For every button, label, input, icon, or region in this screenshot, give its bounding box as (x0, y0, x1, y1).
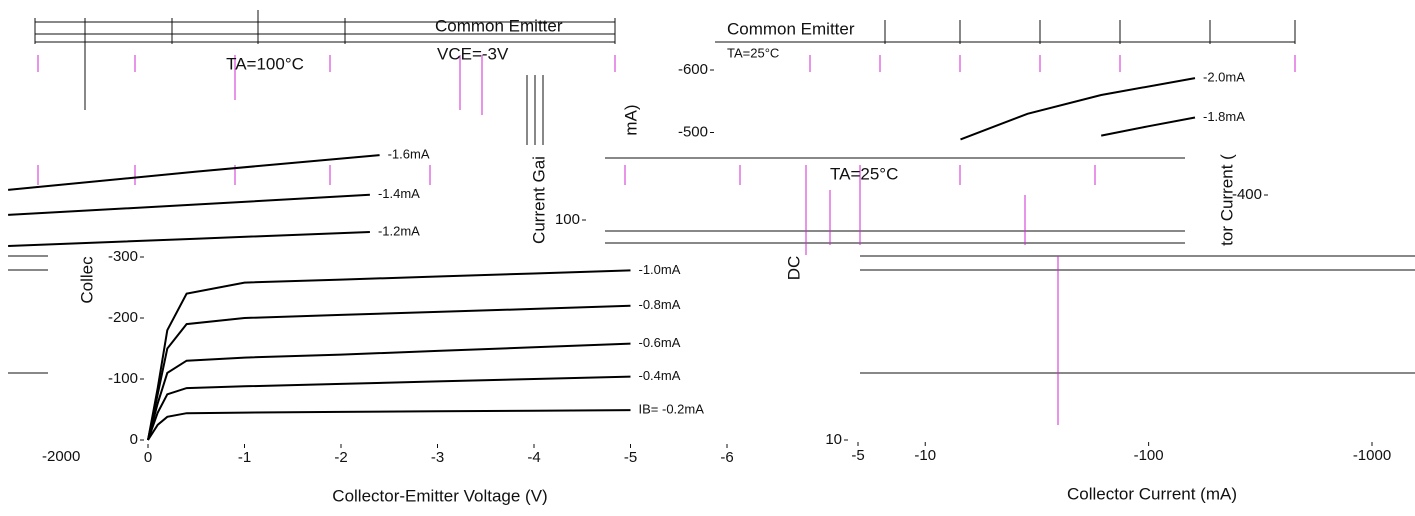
series-label: -0.4mA (639, 368, 681, 383)
chart: Common Emitter VCE=-3V TA=25°C Collector Cu… (435, 16, 1391, 503)
x-tick-label: -100 (1134, 447, 1164, 464)
series-label: -0.8mA (639, 297, 681, 312)
y-tick-label: -100 (108, 370, 138, 387)
curve (8, 154, 380, 191)
annotation: VCE=-3V (437, 44, 509, 63)
chart-title: Common Emitter (727, 19, 855, 38)
y-tick-label: -400 (1232, 186, 1262, 203)
series-label: -1.8mA (1203, 109, 1245, 124)
annotation: TA=25°C (727, 45, 779, 60)
curve (147, 342, 631, 441)
series-label: IB= -0.2mA (639, 402, 705, 417)
y-tick-label: 0 (130, 431, 138, 448)
y-tick-label: -500 (678, 123, 708, 140)
curve (8, 231, 370, 247)
y-tick-label: -300 (108, 248, 138, 265)
annotation: TA=25°C (830, 164, 898, 183)
series-label: -1.0mA (639, 262, 681, 277)
curve (147, 269, 631, 441)
x-tick-label: -5 (851, 447, 864, 464)
y-axis-label: Collec (77, 256, 96, 304)
x-tick-label: -1000 (1353, 447, 1391, 464)
y-tick-label: 10 (825, 431, 842, 448)
series-label: -0.6mA (639, 335, 681, 350)
chart-title: Common Emitter (435, 16, 563, 35)
series-label: -2.0mA (1203, 70, 1245, 85)
x-tick-label: -10 (914, 447, 936, 464)
curve (147, 375, 631, 441)
curve (8, 193, 370, 216)
y-tick-label: -200 (108, 309, 138, 326)
x-axis-label: Collector Current (mA) (1067, 484, 1237, 503)
series-label: -1.4mA (378, 186, 420, 201)
y-tick-label: -600 (678, 61, 708, 78)
y-tick-label: 100 (555, 211, 580, 228)
x-tick-label: -4 (527, 449, 540, 466)
curve (960, 77, 1196, 141)
x-tick-label: -1 (238, 449, 251, 466)
x-tick-label: -6 (720, 449, 733, 466)
series-label: -1.2mA (378, 223, 420, 238)
curve (147, 409, 631, 441)
annotation: -2000 (42, 448, 80, 465)
y-axis-label: Current Gai (529, 156, 548, 244)
x-tick-label: -2 (334, 449, 347, 466)
decoration (8, 10, 1415, 425)
curve (1101, 116, 1196, 137)
chart: Common Emitter TA=25°C mA) tor Current ( -60… (621, 19, 1268, 246)
annotation: TA=100°C (226, 54, 304, 73)
curve (147, 304, 631, 441)
y-axis-label: DC (784, 256, 803, 281)
series-label: -1.6mA (388, 147, 430, 162)
x-tick-label: 0 (144, 449, 152, 466)
x-tick-label: -3 (431, 449, 444, 466)
x-axis-label: Collector-Emitter Voltage (V) (332, 486, 547, 505)
x-tick-label: -5 (624, 449, 637, 466)
y-axis-label: mA) (621, 104, 640, 135)
y-axis-label: tor Current ( (1217, 154, 1236, 246)
